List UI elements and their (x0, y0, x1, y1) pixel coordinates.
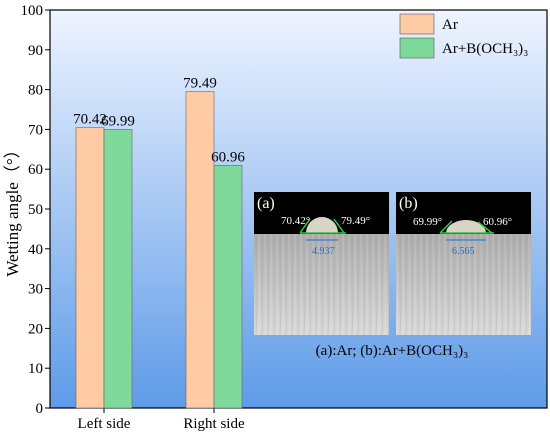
droplet-b (446, 220, 486, 233)
y-tick-label: 30 (28, 282, 43, 298)
inset-a-letter: (a) (257, 195, 275, 212)
bar (213, 165, 243, 409)
y-tick-label: 100 (21, 3, 44, 19)
legend-label-ar: Ar (442, 17, 458, 33)
y-tick-label: 50 (28, 202, 43, 218)
bar (75, 127, 105, 409)
legend-swatch-ar (399, 13, 435, 35)
y-axis-title: Wetting angle（°） (3, 141, 22, 276)
y-tick-label: 10 (28, 361, 43, 377)
data-label: 70.42 (73, 112, 107, 128)
inset-a-right-angle: 79.49° (341, 215, 370, 227)
inset-b-right-angle: 60.96° (483, 216, 512, 228)
bar (103, 129, 133, 409)
inset-b-letter: (b) (399, 195, 418, 212)
y-tick-label: 70 (28, 122, 43, 138)
data-label: 69.99 (101, 113, 135, 129)
inset-images: (a) 70.42° 79.49° 4.937 (b) 69.99° 60.96… (254, 192, 531, 359)
inset-panel-b: (b) 69.99° 60.96° 6.565 (396, 192, 531, 335)
y-axis: 0 10 20 30 40 50 60 70 80 90 100 (21, 3, 50, 417)
y-tick-label: 60 (28, 162, 43, 178)
inset-b-width: 6.565 (452, 246, 475, 257)
bar (185, 91, 215, 409)
inset-a-left-angle: 70.42° (281, 215, 310, 227)
y-tick-label: 40 (28, 242, 43, 258)
x-axis: Left side Right side (78, 408, 245, 432)
y-tick-label: 0 (36, 401, 44, 417)
inset-a-width: 4.937 (312, 246, 335, 257)
inset-caption: (a):Ar; (b):Ar+B(OCH₃)₃ (316, 343, 469, 359)
legend: Ar Ar+B(OCH₃)₃ (399, 13, 528, 59)
inset-b-left-angle: 69.99° (413, 216, 442, 228)
y-tick-label: 80 (28, 83, 43, 99)
x-tick-label: Right side (183, 416, 245, 432)
legend-label-ar-boch3: Ar+B(OCH₃)₃ (442, 41, 528, 57)
data-label: 60.96 (211, 149, 245, 165)
data-label: 79.49 (183, 76, 217, 92)
legend-swatch-ar-boch3 (399, 37, 435, 59)
x-tick-label: Left side (78, 416, 131, 432)
inset-panel-a: (a) 70.42° 79.49° 4.937 (254, 192, 389, 335)
y-tick-label: 90 (28, 43, 43, 59)
bars (75, 91, 243, 409)
droplet-a (306, 217, 338, 233)
y-tick-label: 20 (28, 321, 43, 337)
